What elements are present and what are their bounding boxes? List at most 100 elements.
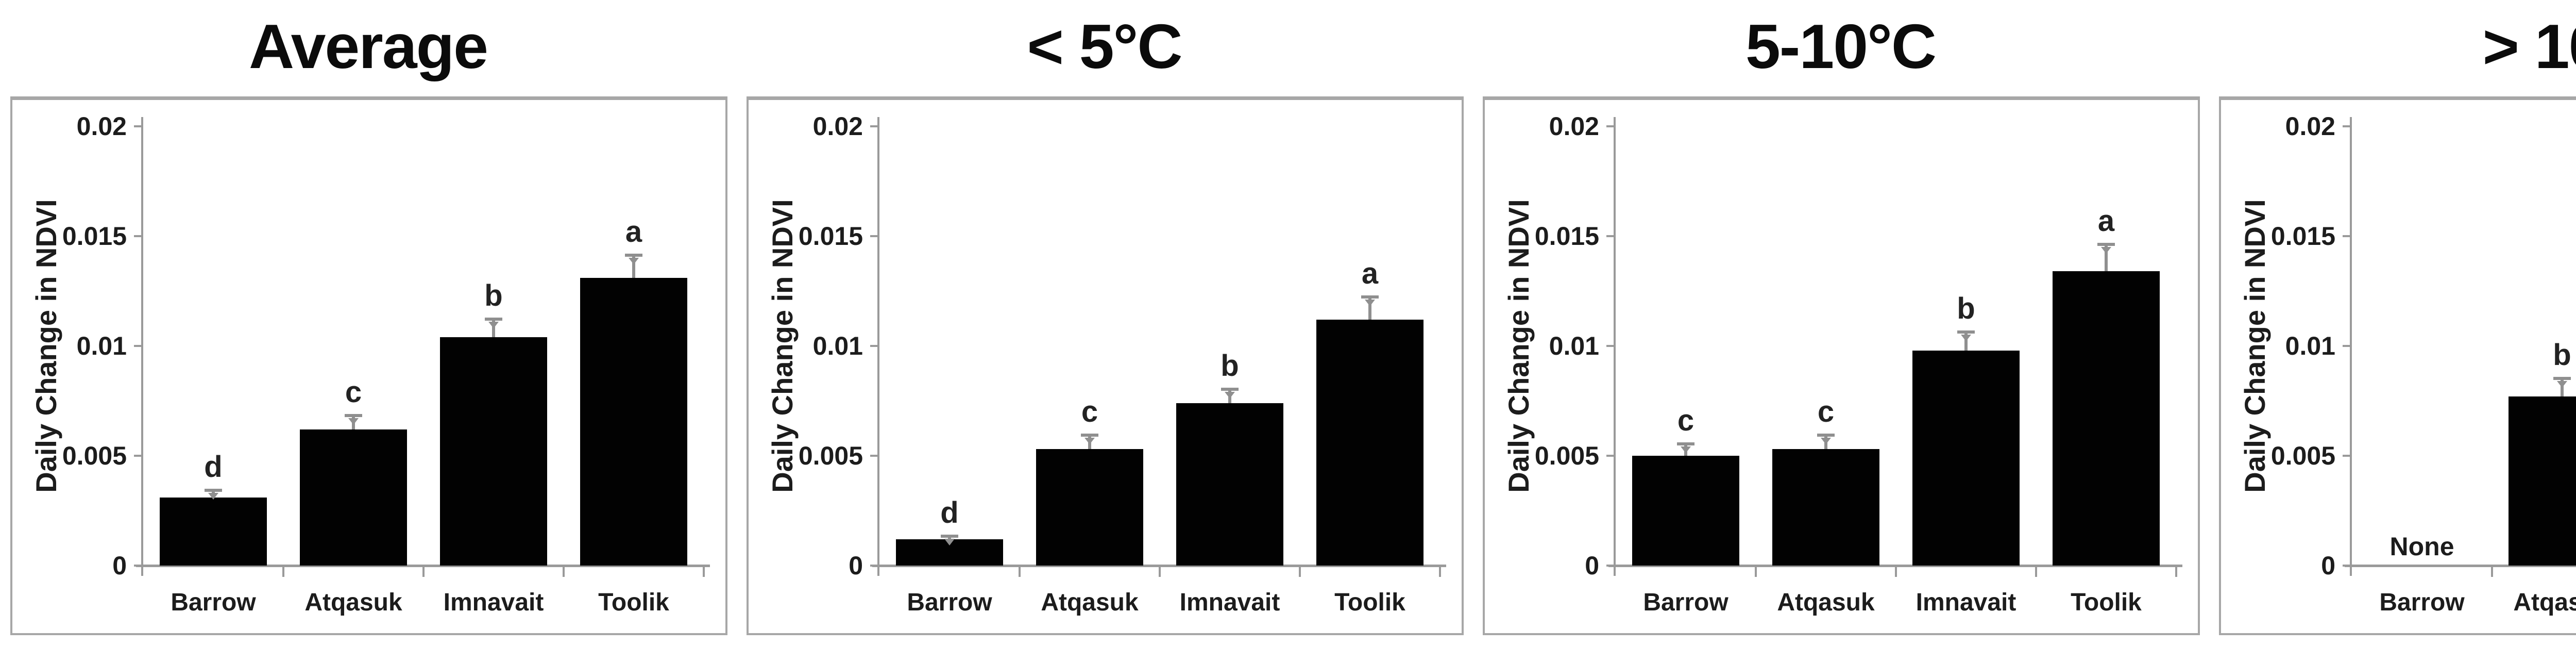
- y-tick-label: 0.01: [76, 332, 127, 360]
- x-tick: [1019, 566, 1021, 577]
- x-category-label-barrow: Barrow: [2379, 589, 2465, 616]
- error-bar-arrow-icon: [1365, 300, 1375, 307]
- x-tick: [1159, 566, 1161, 577]
- x-tick: [1755, 566, 1757, 577]
- x-tick: [1895, 566, 1897, 577]
- y-tick-label: 0.01: [2285, 332, 2335, 360]
- error-bar-arrow-icon: [208, 492, 218, 500]
- error-bar-arrow-icon: [1084, 438, 1095, 445]
- y-tick: [1606, 125, 1615, 127]
- bar-atqasuk: [300, 429, 407, 566]
- x-tick: [422, 566, 425, 577]
- x-category-label-imnavait: Imnavait: [1179, 589, 1280, 616]
- y-tick: [870, 455, 878, 457]
- x-tick: [703, 566, 705, 577]
- x-category-label-toolik: Toolik: [598, 589, 669, 616]
- y-tick: [134, 345, 142, 347]
- error-bar-line: [1368, 297, 1371, 320]
- y-axis-line: [141, 117, 143, 576]
- y-tick-label: 0: [2321, 551, 2335, 580]
- bar-atqasuk: [2509, 396, 2576, 566]
- y-axis-line: [1614, 117, 1616, 576]
- y-tick-label: 0.01: [1549, 332, 1599, 360]
- error-bar-line: [2105, 244, 2108, 272]
- y-tick: [2343, 455, 2351, 457]
- chart-area: 0 0.005 0.01 0.015 0.02 Daily Change in NDVI d…: [747, 96, 1464, 635]
- y-tick-label: 0.02: [76, 112, 127, 141]
- x-category-label-barrow: Barrow: [907, 589, 992, 616]
- error-bar-arrow-icon: [348, 418, 359, 425]
- error-bar-cap: [1221, 387, 1239, 391]
- y-tick: [1606, 455, 1615, 457]
- error-bar-cap: [1817, 434, 1835, 437]
- y-axis-title: Daily Change in NDVI: [30, 199, 62, 493]
- error-bar-arrow-icon: [488, 321, 499, 328]
- x-category-label-barrow: Barrow: [171, 589, 256, 616]
- x-category-label-imnavait: Imnavait: [443, 589, 544, 616]
- bar-barrow: [1632, 456, 1739, 566]
- bar-barrow: [160, 497, 267, 566]
- error-bar-cap: [485, 317, 502, 321]
- y-tick-label: 0: [849, 551, 863, 580]
- significance-letter: a: [2097, 204, 2115, 238]
- y-tick-label: 0.02: [812, 112, 863, 141]
- panel-title: 5-10°C: [1745, 11, 1937, 81]
- error-bar-arrow-icon: [1961, 335, 1971, 342]
- x-category-label-toolik: Toolik: [1334, 589, 1405, 616]
- chart-panel-3: 5-10°C 0 0.005 0.01 0.015 0.02 Daily Change in…: [1472, 0, 2209, 646]
- x-category-label-atqasuk: Atqasuk: [304, 589, 402, 616]
- y-tick: [870, 125, 878, 127]
- x-tick: [563, 566, 565, 577]
- error-bar-line: [492, 319, 495, 337]
- x-tick: [2175, 566, 2177, 577]
- x-tick: [282, 566, 284, 577]
- y-tick-label: 0.005: [62, 441, 127, 470]
- error-bar-cap: [1361, 295, 1379, 299]
- error-bar-arrow-icon: [2557, 380, 2567, 388]
- x-category-label-atqasuk: Atqasuk: [1777, 589, 1875, 616]
- x-category-label-atqasuk: Atqasuk: [1041, 589, 1139, 616]
- x-category-label-imnavait: Imnavait: [1916, 589, 2016, 616]
- y-tick: [1606, 235, 1615, 237]
- bar-toolik: [1316, 319, 1423, 566]
- y-tick-label: 0.015: [2270, 222, 2335, 251]
- x-category-label-atqasuk: Atqasuk: [2513, 589, 2576, 616]
- y-tick: [134, 455, 142, 457]
- error-bar-line: [632, 256, 635, 278]
- significance-letter: a: [1361, 257, 1379, 291]
- error-bar-line: [2561, 378, 2564, 396]
- y-tick-label: 0.005: [798, 441, 863, 470]
- error-bar-cap: [2097, 242, 2115, 246]
- panel-title: Average: [249, 11, 488, 81]
- significance-letter: c: [1081, 395, 1098, 429]
- chart-area: 0 0.005 0.01 0.015 0.02 Daily Change in NDVI c…: [1483, 96, 2200, 635]
- no-data-label: None: [2389, 532, 2454, 561]
- error-bar-cap: [941, 535, 958, 538]
- x-axis-line: [2345, 565, 2576, 567]
- y-tick-label: 0.015: [798, 222, 863, 251]
- y-tick-label: 0.02: [1549, 112, 1599, 141]
- x-tick: [2035, 566, 2037, 577]
- bar-imnavait: [440, 337, 547, 566]
- significance-letter: c: [1817, 395, 1835, 429]
- error-bar-arrow-icon: [629, 258, 639, 265]
- y-tick: [2343, 235, 2351, 237]
- bar-imnavait: [1912, 350, 2020, 566]
- bar-atqasuk: [1772, 449, 1879, 566]
- y-tick-label: 0.01: [812, 332, 863, 360]
- significance-letter: b: [2553, 338, 2571, 372]
- bar-toolik: [2053, 271, 2160, 566]
- error-bar-cap: [345, 414, 362, 418]
- x-tick: [1439, 566, 1441, 577]
- x-category-label-barrow: Barrow: [1643, 589, 1728, 616]
- y-tick: [870, 345, 878, 347]
- significance-letter: d: [204, 450, 223, 484]
- significance-letter: b: [1221, 349, 1239, 383]
- bar-imnavait: [1176, 403, 1283, 566]
- error-bar-arrow-icon: [2101, 246, 2111, 254]
- x-tick: [1299, 566, 1301, 577]
- panel-title: > 10°C: [2482, 11, 2576, 81]
- chart-area: 0 0.005 0.01 0.015 0.02 Daily Change in NDVI N…: [2219, 96, 2576, 635]
